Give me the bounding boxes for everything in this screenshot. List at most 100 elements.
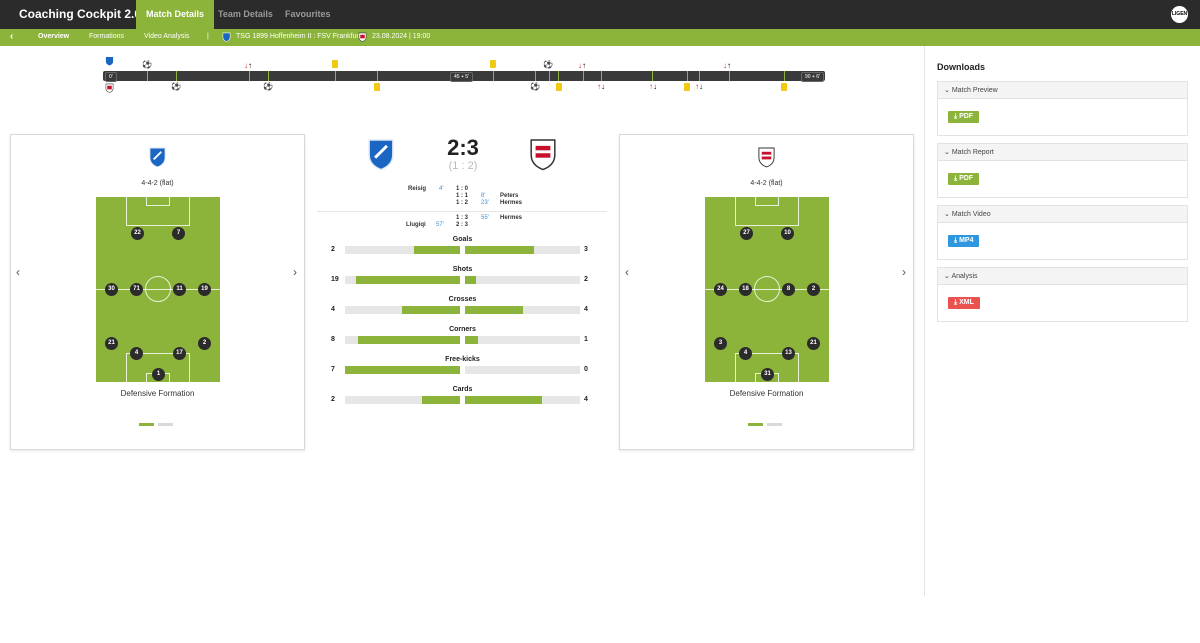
player-marker[interactable]: 1 bbox=[152, 368, 165, 381]
goal-icon[interactable]: ⚽ bbox=[171, 82, 181, 91]
stat-value-home: 2 bbox=[331, 396, 335, 403]
carousel-dots[interactable] bbox=[139, 413, 177, 431]
goal-icon[interactable]: ⚽ bbox=[142, 60, 152, 69]
player-marker[interactable]: 3 bbox=[714, 337, 727, 350]
chevron-right-icon[interactable]: › bbox=[902, 265, 906, 279]
timeline-tick bbox=[268, 71, 269, 81]
score-half-time: (1 : 2) bbox=[448, 160, 478, 172]
section-header[interactable]: ⌄ Match Report bbox=[937, 143, 1188, 161]
substitution-icon[interactable]: ↑↓ bbox=[649, 82, 657, 91]
player-marker[interactable]: 27 bbox=[740, 227, 753, 240]
chevron-down-icon: ⌄ bbox=[944, 273, 950, 280]
button-label: PDF bbox=[959, 175, 974, 182]
chevron-right-icon[interactable]: › bbox=[293, 265, 297, 279]
player-marker[interactable]: 18 bbox=[739, 283, 752, 296]
player-marker[interactable]: 2 bbox=[198, 337, 211, 350]
yellow-card-icon[interactable] bbox=[490, 60, 496, 68]
goal-minute-home: 57' bbox=[436, 222, 444, 228]
download-xml-button[interactable]: ⤓ XML bbox=[948, 297, 980, 309]
subnav-video-analysis[interactable]: Video Analysis bbox=[144, 33, 190, 40]
player-marker[interactable]: 22 bbox=[131, 227, 144, 240]
timeline-tick bbox=[558, 71, 559, 81]
formation-label: 4-4-2 (flat) bbox=[141, 180, 174, 187]
goal-scorer-home: Reisig bbox=[408, 186, 427, 192]
league-logo[interactable]: LIGEN bbox=[1171, 6, 1188, 23]
player-marker[interactable]: 31 bbox=[761, 368, 774, 381]
goal-scorer-away: Hermes bbox=[500, 200, 523, 206]
goal-icon[interactable]: ⚽ bbox=[530, 82, 540, 91]
formation-caption: Defensive Formation bbox=[120, 389, 195, 398]
substitution-icon[interactable]: ↓↑ bbox=[723, 61, 731, 70]
substitution-icon[interactable]: ↓↑ bbox=[578, 61, 586, 70]
stat-fill-home bbox=[356, 276, 460, 284]
player-marker[interactable]: 7 bbox=[172, 227, 185, 240]
player-marker[interactable]: 8 bbox=[782, 283, 795, 296]
stat-bar-away bbox=[465, 276, 580, 284]
sub-navigation: ‹ Overview Formations Video Analysis | T… bbox=[0, 29, 1200, 46]
yellow-card-icon[interactable] bbox=[781, 83, 787, 91]
goal-icon[interactable]: ⚽ bbox=[543, 60, 553, 69]
player-marker[interactable]: 17 bbox=[173, 347, 186, 360]
player-marker[interactable]: 2 bbox=[807, 283, 820, 296]
player-marker[interactable]: 21 bbox=[807, 337, 820, 350]
stat-value-home: 7 bbox=[331, 366, 335, 373]
player-marker[interactable]: 71 bbox=[130, 283, 143, 296]
download-pdf-button[interactable]: ⤓ PDF bbox=[948, 111, 980, 123]
chevron-down-icon: ⌄ bbox=[944, 87, 950, 94]
tab-favourites[interactable]: Favourites bbox=[285, 9, 331, 19]
player-marker[interactable]: 4 bbox=[130, 347, 143, 360]
tab-team-details[interactable]: Team Details bbox=[218, 9, 273, 19]
player-marker[interactable]: 13 bbox=[782, 347, 795, 360]
player-marker[interactable]: 24 bbox=[714, 283, 727, 296]
download-mp4-button[interactable]: ⤓ MP4 bbox=[948, 235, 980, 247]
stat-bar-away bbox=[465, 396, 580, 404]
goal-icon[interactable]: ⚽ bbox=[263, 82, 273, 91]
stat-bar-home bbox=[345, 246, 460, 254]
stat-value-away: 0 bbox=[584, 366, 588, 373]
chevron-left-icon[interactable]: ‹ bbox=[625, 265, 629, 279]
yellow-card-icon[interactable] bbox=[332, 60, 338, 68]
stat-bar-home bbox=[345, 336, 460, 344]
section-header[interactable]: ⌄ Analysis bbox=[937, 267, 1188, 285]
stat-label: Free-kicks bbox=[445, 356, 480, 363]
yellow-card-icon[interactable] bbox=[374, 83, 380, 91]
goal-score: 1 : 2 bbox=[456, 200, 469, 206]
chevron-left-icon[interactable]: ‹ bbox=[10, 31, 14, 42]
yellow-card-icon[interactable] bbox=[556, 83, 562, 91]
player-marker[interactable]: 30 bbox=[105, 283, 118, 296]
carousel-dots[interactable] bbox=[748, 413, 786, 431]
player-marker[interactable]: 10 bbox=[781, 227, 794, 240]
substitution-icon[interactable]: ↑↓ bbox=[695, 82, 703, 91]
download-icon: ⤓ bbox=[954, 113, 958, 120]
chevron-left-icon[interactable]: ‹ bbox=[16, 265, 20, 279]
tab-match-details[interactable]: Match Details bbox=[136, 0, 215, 29]
timeline-tick bbox=[784, 71, 785, 81]
score-full-time: 2:3 bbox=[447, 135, 479, 160]
substitution-icon[interactable]: ↑↓ bbox=[597, 82, 605, 91]
section-header[interactable]: ⌄ Match Video bbox=[937, 205, 1188, 223]
player-marker[interactable]: 4 bbox=[739, 347, 752, 360]
section-label: Match Preview bbox=[951, 87, 998, 94]
subnav-overview[interactable]: Overview bbox=[38, 33, 70, 40]
goal-score: 1 : 3 bbox=[456, 215, 469, 221]
timeline-tick bbox=[147, 71, 148, 81]
goal-scorer-away: Hermes bbox=[500, 215, 523, 221]
home-team-crest-icon bbox=[222, 32, 231, 42]
player-marker[interactable]: 11 bbox=[173, 283, 186, 296]
subnav-formations[interactable]: Formations bbox=[89, 33, 125, 40]
pitch: 22 7 30 71 11 19 21 4 17 2 1 bbox=[96, 197, 220, 382]
stat-bar-away bbox=[465, 366, 580, 374]
player-marker[interactable]: 19 bbox=[198, 283, 211, 296]
stat-bar-home bbox=[345, 396, 460, 404]
stat-value-away: 4 bbox=[584, 396, 588, 403]
yellow-card-icon[interactable] bbox=[684, 83, 690, 91]
section-header[interactable]: ⌄ Match Preview bbox=[937, 81, 1188, 99]
pitch: 27 10 24 18 8 2 3 4 13 21 31 bbox=[705, 197, 829, 382]
download-pdf-button[interactable]: ⤓ PDF bbox=[948, 173, 980, 185]
stat-value-away: 3 bbox=[584, 246, 588, 253]
substitution-icon[interactable]: ↓↑ bbox=[244, 61, 252, 70]
goal-score: 1 : 1 bbox=[456, 193, 469, 199]
stat-label: Shots bbox=[452, 266, 473, 273]
player-marker[interactable]: 21 bbox=[105, 337, 118, 350]
match-timeline: 0' 45 + 5' 90 + 6' ⚽ ↓↑ ⚽ ↓↑ ↓↑ ⚽ ⚽ ⚽ ↑↓… bbox=[103, 52, 825, 100]
